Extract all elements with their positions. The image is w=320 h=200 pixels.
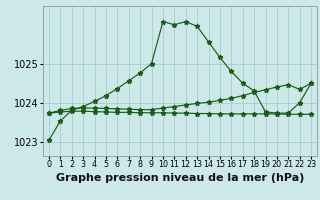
- X-axis label: Graphe pression niveau de la mer (hPa): Graphe pression niveau de la mer (hPa): [56, 173, 304, 183]
